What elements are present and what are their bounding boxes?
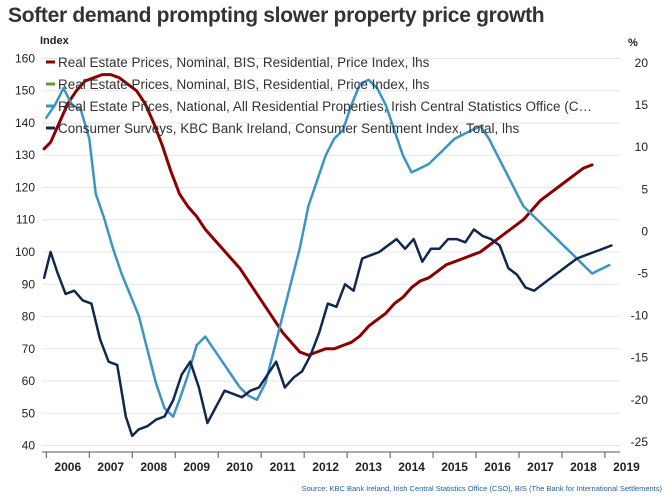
x-tick-label-2015: 2015 bbox=[441, 460, 468, 474]
x-tick-label-2018: 2018 bbox=[570, 460, 597, 474]
y-left-tick-100: 100 bbox=[15, 245, 35, 259]
x-tick-label-2006: 2006 bbox=[54, 460, 81, 474]
y-right-tick-0: 0 bbox=[641, 224, 648, 238]
series-line-3 bbox=[42, 228, 613, 438]
y-left-tick-110: 110 bbox=[16, 213, 35, 227]
y-left-tick-160: 160 bbox=[15, 51, 35, 65]
legend-entry-0: Real Estate Prices, Nominal, BIS, Reside… bbox=[58, 55, 430, 70]
gridlines bbox=[42, 57, 620, 447]
y-left-tick-40: 40 bbox=[22, 439, 36, 453]
y-right-tick--20: -20 bbox=[631, 393, 649, 407]
y-right-tick-5: 5 bbox=[641, 182, 648, 196]
y-right-tick--15: -15 bbox=[631, 351, 649, 365]
x-tick-label-2017: 2017 bbox=[527, 460, 554, 474]
y-left-tick-120: 120 bbox=[15, 180, 35, 194]
series-line-2 bbox=[45, 78, 611, 418]
y-left-tick-150: 150 bbox=[15, 84, 35, 98]
chart-title: Softer demand prompting slower property … bbox=[8, 4, 545, 27]
x-tick-label-2008: 2008 bbox=[140, 460, 167, 474]
x-tick-label-2011: 2011 bbox=[270, 460, 296, 474]
legend-entry-3: Consumer Surveys, KBC Bank Ireland, Cons… bbox=[58, 121, 519, 136]
y-left-axis-label: Index bbox=[40, 35, 70, 47]
series-line-0 bbox=[42, 73, 594, 357]
y-left-tick-130: 130 bbox=[15, 148, 35, 162]
y-right-tick--25: -25 bbox=[631, 435, 649, 449]
y-right-axis-label: % bbox=[628, 37, 638, 49]
axes: 405060708090100110120130140150160-25-20-… bbox=[15, 51, 648, 474]
x-tick-label-2009: 2009 bbox=[183, 460, 210, 474]
x-tick-label-2007: 2007 bbox=[97, 460, 124, 474]
y-right-tick-20: 20 bbox=[635, 56, 649, 70]
series-lines bbox=[42, 73, 613, 438]
source-note: Source: KBC Bank Ireland, Irish Central … bbox=[302, 484, 663, 493]
y-left-tick-70: 70 bbox=[22, 342, 36, 356]
x-tick-label-2019: 2019 bbox=[613, 460, 640, 474]
y-left-tick-80: 80 bbox=[22, 310, 36, 324]
x-tick-label-2013: 2013 bbox=[355, 460, 382, 474]
x-tick-label-2010: 2010 bbox=[226, 460, 253, 474]
legend: Real Estate Prices, Nominal, BIS, Reside… bbox=[46, 55, 592, 136]
x-tick-label-2012: 2012 bbox=[312, 460, 339, 474]
x-tick-label-2014: 2014 bbox=[398, 460, 425, 474]
x-tick-label-2016: 2016 bbox=[484, 460, 511, 474]
y-right-tick-15: 15 bbox=[635, 98, 649, 112]
y-left-tick-140: 140 bbox=[15, 116, 35, 130]
y-left-tick-60: 60 bbox=[22, 374, 36, 388]
y-left-tick-90: 90 bbox=[22, 277, 36, 291]
y-right-tick--5: -5 bbox=[637, 266, 648, 280]
y-left-tick-50: 50 bbox=[22, 406, 36, 420]
y-right-tick--10: -10 bbox=[631, 309, 649, 323]
legend-entry-2: Real Estate Prices, National, All Reside… bbox=[58, 99, 592, 114]
y-right-tick-10: 10 bbox=[635, 140, 649, 154]
legend-entry-1: Real Estate Prices, Nominal, BIS, Reside… bbox=[58, 77, 430, 92]
